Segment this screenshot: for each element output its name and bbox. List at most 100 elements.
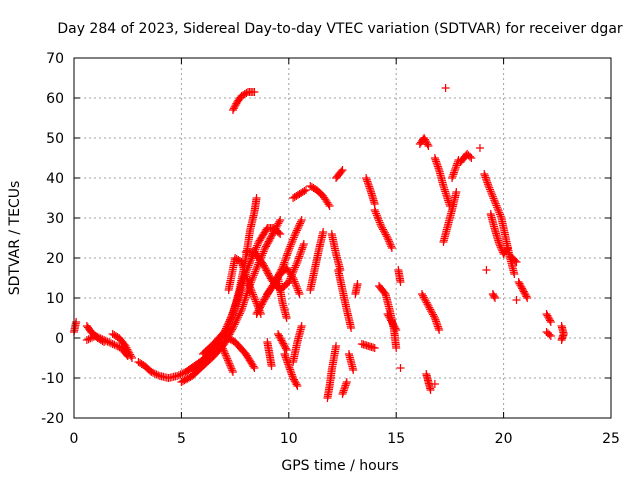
data-point — [292, 282, 301, 291]
data-point — [286, 367, 295, 376]
data-point — [149, 368, 158, 377]
y-tick-label: 0 — [55, 331, 64, 347]
data-point — [375, 216, 384, 225]
data-point — [281, 351, 290, 360]
data-point — [495, 208, 504, 217]
data-point — [298, 243, 307, 252]
data-point — [337, 167, 346, 176]
data-point — [286, 365, 295, 374]
data-point — [465, 152, 474, 161]
data-point — [297, 322, 306, 330]
data-point — [450, 166, 459, 175]
data-point — [82, 336, 91, 344]
data-point — [342, 378, 351, 386]
data-point — [379, 227, 388, 236]
data-point — [426, 305, 435, 314]
data-point — [339, 386, 348, 395]
data-point — [417, 290, 426, 298]
data-point — [249, 273, 257, 282]
data-point — [223, 356, 232, 365]
data-point — [493, 203, 502, 212]
data-point — [244, 279, 253, 288]
data-point — [287, 238, 296, 247]
data-point — [300, 187, 309, 195]
data-point — [223, 321, 232, 329]
data-point — [432, 317, 441, 326]
y-tick-labels: -20 -10 0 10 20 30 40 50 60 70 — [41, 51, 64, 427]
data-point — [365, 184, 374, 193]
data-point — [250, 364, 259, 372]
data-point — [234, 313, 243, 322]
data-point — [371, 207, 380, 216]
data-point — [221, 324, 230, 333]
chart-title: Day 284 of 2023, Sidereal Day-to-day VTE… — [57, 21, 623, 37]
data-point — [228, 310, 237, 319]
data-point — [226, 361, 235, 370]
data-point — [482, 176, 491, 185]
data-point — [293, 224, 302, 233]
data-point — [228, 366, 237, 375]
data-point — [378, 223, 387, 232]
y-tick-label: 60 — [46, 91, 64, 107]
y-tick-label: -10 — [41, 371, 64, 387]
data-point — [243, 278, 252, 286]
data-point — [248, 275, 257, 283]
data-point — [420, 295, 429, 304]
data-point — [281, 344, 290, 353]
data-point — [150, 369, 159, 378]
data-point — [251, 267, 260, 276]
data-point — [370, 344, 379, 352]
data-point — [491, 294, 500, 302]
data-point — [522, 292, 531, 301]
data-point — [418, 291, 427, 300]
data-point — [125, 348, 134, 357]
data-point — [246, 258, 255, 266]
data-point — [250, 88, 259, 96]
data-point — [173, 372, 182, 380]
data-point — [287, 368, 296, 377]
data-point — [253, 241, 262, 250]
x-tick-label: 5 — [177, 431, 186, 447]
data-point — [349, 366, 358, 374]
data-point — [396, 364, 405, 372]
data-point — [295, 221, 304, 230]
data-point — [484, 182, 493, 190]
data-point — [451, 163, 460, 172]
data-point — [495, 240, 504, 248]
data-point — [301, 186, 310, 194]
data-point — [286, 240, 295, 249]
data-point — [227, 312, 236, 321]
data-point — [289, 274, 298, 282]
data-point — [424, 142, 433, 150]
data-point — [290, 277, 299, 286]
data-point — [433, 162, 442, 171]
data-point — [432, 159, 441, 168]
data-point — [377, 222, 386, 230]
data-point — [246, 256, 255, 265]
x-tick-label: 0 — [70, 431, 79, 447]
data-point — [489, 194, 498, 203]
data-point — [287, 370, 296, 379]
data-point — [502, 245, 511, 254]
data-point — [430, 314, 439, 322]
y-tick-label: 70 — [46, 51, 64, 67]
data-point — [250, 294, 259, 302]
data-point — [250, 269, 259, 278]
data-point — [217, 341, 226, 350]
data-point — [512, 258, 521, 266]
data-point — [228, 308, 237, 317]
data-point — [231, 301, 240, 310]
data-point — [379, 225, 388, 234]
data-point — [274, 228, 283, 237]
data-point — [154, 371, 163, 380]
data-point — [126, 350, 135, 359]
data-point — [280, 350, 289, 358]
data-point — [441, 84, 450, 92]
data-point — [482, 266, 491, 274]
data-point — [338, 166, 347, 174]
data-point — [365, 182, 374, 191]
y-tick-label: 50 — [46, 131, 64, 147]
data-point — [375, 218, 384, 227]
data-point — [91, 332, 100, 340]
data-point — [284, 360, 293, 369]
